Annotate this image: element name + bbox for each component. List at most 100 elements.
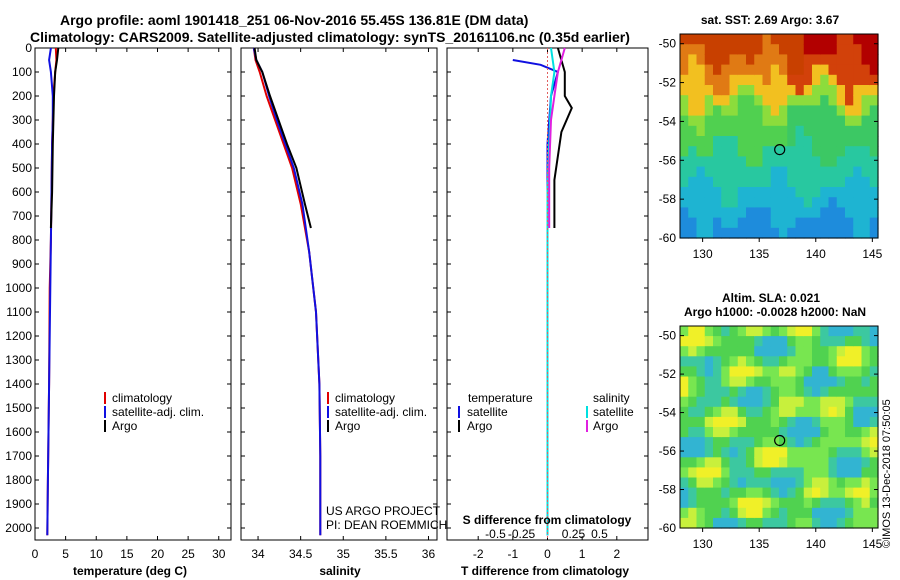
map-cell [787, 227, 797, 239]
map-cell [696, 95, 706, 106]
map-cell [721, 437, 731, 448]
map-cell [828, 416, 838, 428]
map-cell [845, 136, 854, 147]
map-cell [803, 517, 813, 529]
map-cell [861, 406, 871, 418]
map-cell [721, 227, 731, 239]
map-frame [679, 33, 879, 239]
map-cell [746, 54, 755, 66]
map-cell [696, 34, 706, 45]
map-cell [869, 497, 879, 509]
map-cell [861, 115, 871, 127]
map-cell [762, 416, 772, 428]
x-tick-label: 1 [579, 547, 586, 561]
map-cell [680, 416, 689, 428]
map-cell [787, 44, 797, 55]
map-cell [828, 507, 838, 519]
x-tick-label: 145 [862, 247, 882, 261]
map-cell [754, 326, 764, 337]
map-cell [729, 85, 739, 96]
map-cell [746, 146, 755, 157]
map-cell [680, 437, 689, 448]
map-cell [836, 416, 846, 428]
map-cell [713, 207, 722, 219]
map-cell [754, 447, 764, 458]
map-cell [836, 447, 846, 458]
map-cell [713, 115, 722, 127]
map-cell [853, 406, 863, 418]
y-tick-label: 300 [12, 113, 32, 127]
map-cell [704, 376, 714, 388]
map-cell [820, 437, 830, 448]
map-cell [820, 136, 830, 147]
map-cell [861, 187, 871, 198]
map-cell [803, 507, 813, 519]
map-cell [696, 187, 706, 198]
x-tick-label: 135 [749, 247, 769, 261]
map-cell [820, 477, 830, 489]
map-cell [820, 115, 830, 127]
map-cell [869, 437, 879, 448]
map-cell [729, 406, 739, 418]
map-cell [787, 166, 797, 178]
map-cell [845, 467, 854, 479]
map-cell [803, 64, 813, 76]
map-cell [754, 507, 764, 519]
map-cell [688, 217, 698, 229]
map-cell [779, 457, 788, 468]
map-cell [869, 416, 879, 428]
map-cell [721, 376, 731, 388]
map-cell [696, 517, 706, 529]
map-cell [754, 386, 764, 398]
map-cell [762, 346, 772, 357]
map-cell [861, 197, 871, 208]
argo-location-marker [774, 434, 786, 447]
map-cell [869, 356, 879, 367]
map-cell [820, 34, 830, 45]
map-cell [680, 326, 689, 337]
map-cell [721, 34, 731, 45]
map-cell [869, 487, 879, 499]
map-cell [754, 125, 764, 137]
map-cell [688, 136, 698, 147]
map-cell [787, 497, 797, 509]
map-cell [713, 437, 722, 448]
map-cell [688, 366, 698, 378]
y-tick-label: 2000 [5, 521, 32, 535]
map-cell [836, 326, 846, 337]
map-cell [845, 457, 854, 468]
map-cell [853, 115, 863, 127]
map-cell [803, 146, 813, 157]
x-tick-label: -2 [473, 547, 484, 561]
map-cell [729, 166, 739, 178]
map-cell [704, 447, 714, 458]
y-tick-label: 600 [12, 185, 32, 199]
map-cell [795, 427, 805, 438]
map-cell [845, 54, 854, 66]
map-cell [762, 477, 772, 489]
map-cell [779, 74, 788, 86]
map-cell [737, 197, 747, 208]
map-cell [812, 437, 821, 448]
map-cell [696, 197, 706, 208]
map-cell [713, 105, 722, 117]
map-cell [787, 376, 797, 388]
map-cell [754, 336, 764, 347]
map-cell [746, 487, 755, 499]
map-cell [795, 217, 805, 229]
map-cell [704, 95, 714, 106]
map-cell [704, 197, 714, 208]
map-cell [729, 386, 739, 398]
legend-title-salinity: salinity [593, 391, 630, 405]
y-tick-label: 700 [12, 209, 32, 223]
map-cell [770, 406, 780, 418]
map-cell [836, 386, 846, 398]
map-cell [680, 487, 689, 499]
map-cell [688, 437, 698, 448]
map-cell [795, 517, 805, 529]
map-cell [861, 217, 871, 229]
map-cell [845, 34, 854, 45]
map-cell [845, 326, 854, 337]
map-cell [680, 34, 689, 45]
y-tick-label: -50 [659, 37, 677, 51]
